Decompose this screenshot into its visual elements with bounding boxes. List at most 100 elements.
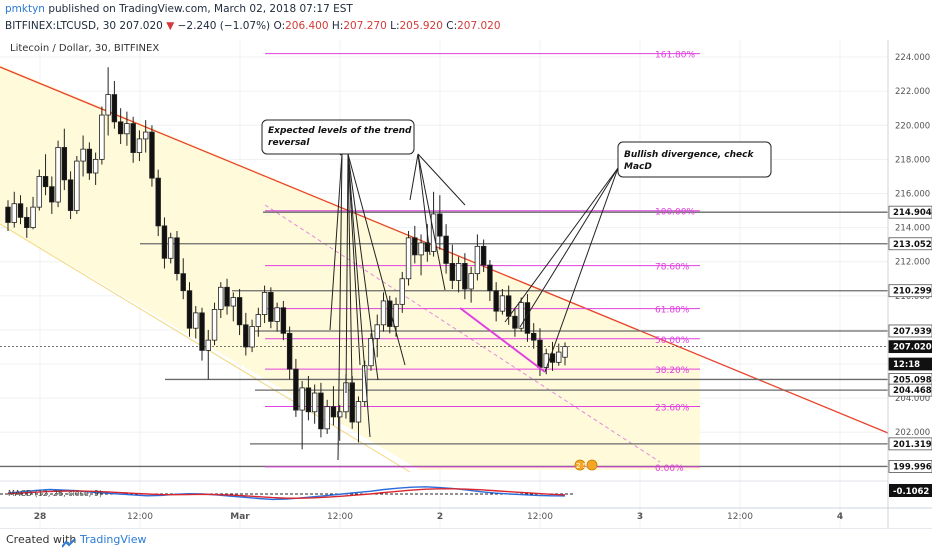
price-tick-label: 222.000 bbox=[895, 87, 930, 97]
candle-body bbox=[17, 203, 24, 218]
footer: Created with TradingView bbox=[0, 528, 932, 551]
annotation-pointer bbox=[329, 153, 343, 331]
candle-body bbox=[493, 290, 499, 312]
candle-body bbox=[149, 131, 155, 179]
low-value: 205.920 bbox=[399, 20, 443, 32]
candle-body bbox=[305, 387, 312, 413]
tradingview-brand[interactable]: TradingView bbox=[80, 533, 147, 546]
price-chart[interactable]: 161.80%100.00%78.60%61.80%50.00%38.20%23… bbox=[0, 40, 932, 528]
published-text: published on TradingView.com, March 02, … bbox=[48, 3, 353, 15]
high-label: H: bbox=[331, 20, 344, 32]
candle-body bbox=[393, 303, 399, 327]
candle-body bbox=[280, 307, 287, 334]
symbol-line: BITFINEX:LTCUSD, 30 207.020 ▼ −2.240 (−1… bbox=[5, 20, 501, 32]
annotation-pointer bbox=[345, 153, 349, 394]
price-label-tag bbox=[888, 437, 932, 451]
candle-body bbox=[531, 332, 537, 341]
candle-body bbox=[36, 176, 42, 208]
candle-body bbox=[455, 263, 462, 281]
lower-channel-line bbox=[0, 223, 411, 473]
horizontal-levels bbox=[0, 211, 888, 468]
divergence-annotation: Bullish divergence, check MacD bbox=[617, 141, 772, 178]
annotation-pointer bbox=[417, 153, 466, 206]
price-tick-label: 224.000 bbox=[895, 53, 930, 63]
annotation-pointer bbox=[347, 153, 371, 438]
candle-body bbox=[24, 216, 30, 228]
last-price: 207.020 bbox=[119, 20, 163, 32]
candle-body bbox=[74, 160, 80, 211]
candle-body bbox=[537, 339, 543, 368]
price-label-text: 207.020 bbox=[893, 343, 932, 353]
candle-body bbox=[42, 176, 49, 188]
event-icon-2[interactable] bbox=[586, 459, 598, 471]
candle-body bbox=[418, 242, 424, 256]
candle-body bbox=[5, 206, 11, 223]
candle-body bbox=[193, 312, 199, 329]
trend-annotation: Expected levels of the trend reversal bbox=[261, 119, 415, 155]
price-tick-label: 216.000 bbox=[895, 189, 930, 199]
candle-body bbox=[330, 406, 337, 418]
candle-body bbox=[61, 147, 68, 181]
price-label-text: 214.904 bbox=[893, 208, 932, 218]
close-value: 207.020 bbox=[457, 20, 501, 32]
price-label-tag bbox=[888, 205, 932, 219]
candle-body bbox=[67, 179, 74, 211]
candle-body bbox=[311, 392, 318, 413]
candle-body bbox=[243, 324, 249, 348]
tradingview-logo-icon bbox=[61, 534, 76, 548]
candle-body bbox=[155, 177, 161, 227]
macd-pane bbox=[0, 480, 888, 501]
candle-body bbox=[512, 315, 518, 329]
candle-body bbox=[443, 235, 449, 264]
candle-body bbox=[99, 114, 105, 160]
candle-body bbox=[449, 263, 456, 281]
time-axis: 28 12:00 Mar 12:00 2 12:00 3 12:00 4 bbox=[0, 507, 932, 522]
price-label-tag bbox=[888, 324, 932, 338]
fib-diagonal-line bbox=[264, 204, 661, 463]
time-tick-label: 12:00 bbox=[527, 512, 553, 522]
author-name[interactable]: pmktyn bbox=[5, 3, 45, 15]
candle-body bbox=[268, 292, 274, 322]
candle-body bbox=[412, 237, 418, 256]
candle-body bbox=[255, 314, 262, 327]
price-label-text: 12:18 bbox=[893, 360, 920, 370]
time-tick-label: 12:00 bbox=[727, 512, 753, 522]
candle-body bbox=[249, 326, 255, 348]
candle-body bbox=[111, 94, 118, 123]
divergence-annotation-box[interactable] bbox=[617, 141, 772, 178]
candle-body bbox=[174, 237, 180, 275]
close-label: C: bbox=[446, 20, 458, 32]
candle-body bbox=[462, 263, 468, 290]
price-label-tag bbox=[888, 460, 932, 473]
high-value: 207.270 bbox=[343, 20, 387, 32]
candle-body bbox=[224, 286, 230, 307]
price-label-text: 204.468 bbox=[893, 386, 932, 396]
candle-body bbox=[487, 264, 493, 292]
event-icon-1[interactable] bbox=[574, 459, 586, 471]
candle-body bbox=[105, 94, 111, 116]
macd-signal-line bbox=[7, 488, 566, 499]
price-label-text: 213.052 bbox=[893, 240, 932, 250]
price-label-text: 205.098 bbox=[893, 375, 932, 385]
price-tick-label: 212.000 bbox=[895, 258, 930, 268]
price-tick-label: 202.000 bbox=[895, 428, 930, 438]
candle-body bbox=[556, 351, 562, 363]
annotation-pointer bbox=[347, 153, 406, 366]
time-tick-label: Mar bbox=[230, 512, 250, 522]
price-tick-label: 220.000 bbox=[895, 121, 930, 131]
fib-label: 38.20% bbox=[655, 366, 690, 376]
candle-body bbox=[387, 300, 393, 327]
chart-labels: Litecoin / Dollar, 30, BITFINEX Expected… bbox=[8, 43, 772, 498]
trend-annotation-box[interactable] bbox=[261, 119, 415, 155]
time-tick-label: 28 bbox=[34, 512, 47, 522]
candle-body bbox=[293, 368, 299, 411]
divergence-pointer bbox=[519, 167, 619, 328]
price-label-text: 210.299 bbox=[893, 287, 932, 297]
price-change: −2.240 (−1.07%) bbox=[177, 20, 271, 32]
chart-title: Litecoin / Dollar, 30, BITFINEX bbox=[10, 43, 159, 54]
symbol-label: BITFINEX:LTCUSD, 30 bbox=[5, 20, 117, 32]
events-badge[interactable]: 2 5 bbox=[574, 459, 598, 471]
candle-body bbox=[424, 242, 431, 252]
created-with-text: Created with bbox=[6, 533, 77, 546]
candle-body bbox=[186, 290, 193, 329]
